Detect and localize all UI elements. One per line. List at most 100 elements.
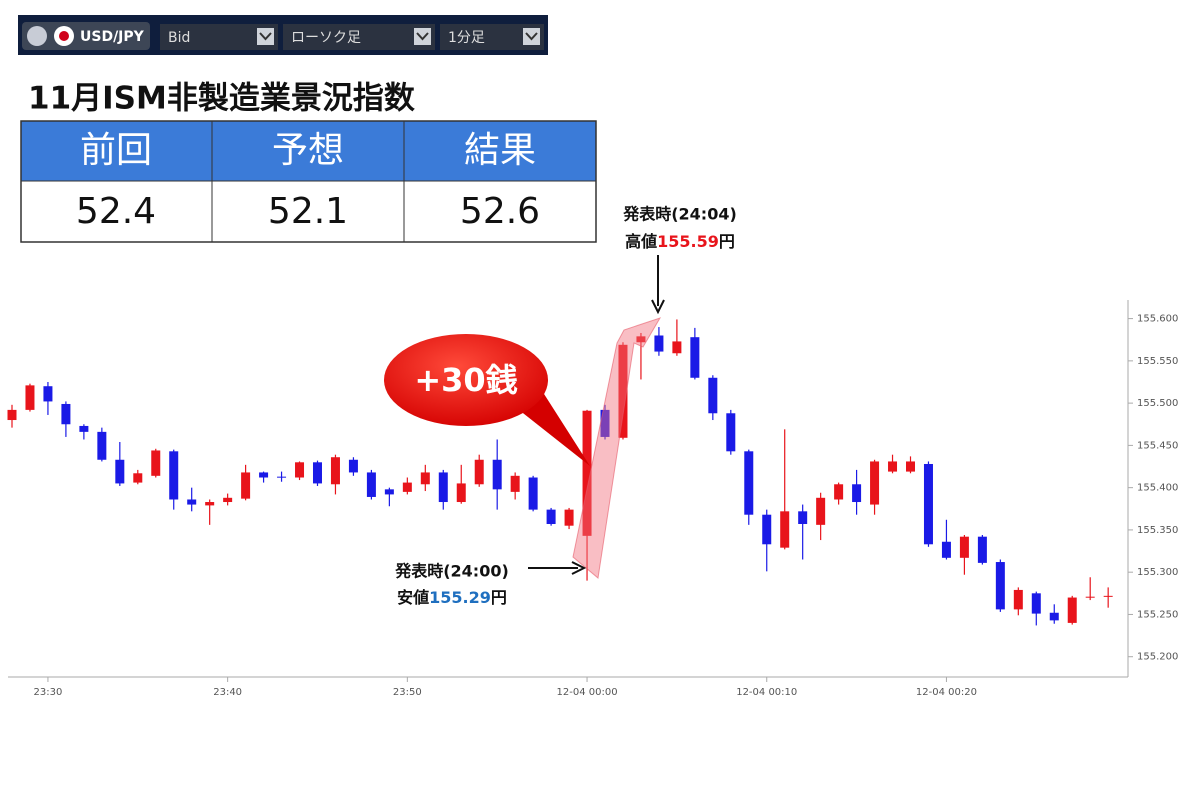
candle-body — [1013, 589, 1023, 610]
low-annotation: 安値155.29円 — [397, 588, 507, 607]
chart-type-select[interactable] — [283, 24, 435, 50]
candle-body — [672, 341, 682, 354]
table-header-bg — [21, 121, 596, 181]
chart-type: ローソク足 — [291, 30, 361, 46]
high-annotation: 高値155.59円 — [625, 232, 735, 251]
candle-body — [528, 477, 538, 510]
candle-body — [169, 451, 179, 500]
table-header: 前回 — [80, 130, 152, 171]
callout-text: +30銭 — [414, 361, 517, 399]
candle-body — [780, 511, 790, 548]
interval: 1分足 — [448, 30, 485, 46]
y-tick-label: 155.200 — [1137, 652, 1178, 663]
candle-body — [492, 459, 502, 490]
candle-body — [277, 476, 287, 478]
candle-body — [438, 472, 448, 503]
x-tick-label: 23:50 — [393, 687, 422, 698]
candle-body — [618, 344, 628, 438]
us-flag — [27, 26, 47, 46]
dropdown-icon — [416, 32, 429, 41]
candle-body — [816, 497, 826, 525]
y-tick-label: 155.250 — [1137, 609, 1178, 620]
toolbar: USD/JPY Bid ローソク足 1分足 — [18, 15, 548, 55]
candle-body — [906, 461, 915, 472]
table-header: 結果 — [464, 130, 536, 171]
candle-body — [330, 457, 340, 485]
dropdown-icon — [525, 32, 538, 41]
y-tick-label: 155.550 — [1137, 356, 1178, 367]
y-tick-label: 155.450 — [1137, 440, 1178, 451]
candle-body — [79, 425, 89, 432]
x-tick-label: 23:40 — [213, 687, 242, 698]
candle-body — [510, 475, 520, 492]
candle-body — [241, 472, 251, 499]
candle-body — [941, 541, 951, 558]
candle-body — [25, 385, 35, 410]
candle-body — [852, 484, 862, 503]
y-tick-label: 155.400 — [1137, 483, 1178, 494]
high-prefix: 高値 — [625, 232, 657, 251]
candle-body — [995, 562, 1005, 610]
callout-bubble — [384, 334, 548, 426]
candle-body — [690, 337, 700, 378]
y-tick-label: 155.350 — [1137, 525, 1178, 536]
candles — [7, 319, 1113, 626]
indicator-table: 前回 予想 結果 52.4 52.1 52.6 — [20, 120, 597, 243]
candle-body — [744, 451, 754, 515]
candle-body — [546, 509, 556, 525]
candle-body — [223, 497, 233, 503]
candle-body — [600, 409, 610, 437]
dropdown-icon — [259, 32, 272, 41]
dropdown-arrow[interactable] — [523, 28, 540, 45]
dropdown-arrow[interactable] — [414, 28, 431, 45]
low-price: 155.29 — [429, 588, 491, 607]
table-header: 予想 — [272, 130, 344, 171]
y-tick-label: 155.600 — [1137, 314, 1178, 325]
table-title: 11月ISM非製造業景況指数 — [28, 81, 415, 117]
candle-body — [798, 511, 808, 525]
candle-body — [295, 462, 305, 478]
candle-body — [923, 463, 933, 545]
high-unit: 円 — [719, 232, 735, 251]
candle-body — [582, 410, 592, 536]
high-price: 155.59 — [657, 232, 719, 251]
candle-body — [259, 472, 269, 478]
candle-body — [762, 514, 772, 545]
low-annotation-label: 発表時(24:00) — [394, 562, 509, 581]
price-type: Bid — [168, 30, 190, 46]
candle-body — [1049, 612, 1059, 621]
candle-body — [726, 413, 736, 452]
candle-body — [708, 377, 718, 414]
pair-button[interactable] — [22, 22, 150, 50]
candle-body — [888, 461, 898, 472]
candle-body — [187, 499, 197, 505]
x-tick-label: 23:30 — [34, 687, 63, 698]
candle-body — [1085, 596, 1095, 598]
candle-body — [205, 502, 215, 506]
candle-body — [151, 450, 161, 476]
table-cell: 52.6 — [460, 191, 540, 232]
high-annotation-label: 発表時(24:04) — [622, 205, 737, 224]
candle-body — [133, 473, 143, 483]
candle-body — [384, 489, 394, 495]
candle-body — [43, 386, 53, 402]
jp-flag-dot — [59, 31, 69, 41]
candle-body — [115, 459, 125, 484]
candle-body — [654, 335, 664, 352]
highlight-arrow — [572, 317, 662, 579]
candle-body — [1067, 597, 1077, 623]
y-tick-label: 155.500 — [1137, 398, 1178, 409]
candle-body — [312, 462, 322, 484]
x-tick-label: 12-04 00:10 — [736, 687, 797, 698]
low-prefix: 安値 — [397, 588, 429, 607]
candle-body — [636, 336, 646, 343]
candle-body — [61, 403, 71, 425]
candle-body — [402, 482, 412, 492]
candle-body — [366, 472, 376, 497]
y-tick-label: 155.300 — [1137, 567, 1178, 578]
candle-body — [977, 536, 987, 563]
candle-body — [564, 509, 574, 526]
dropdown-arrow[interactable] — [257, 28, 274, 45]
candle-body — [1103, 595, 1113, 597]
